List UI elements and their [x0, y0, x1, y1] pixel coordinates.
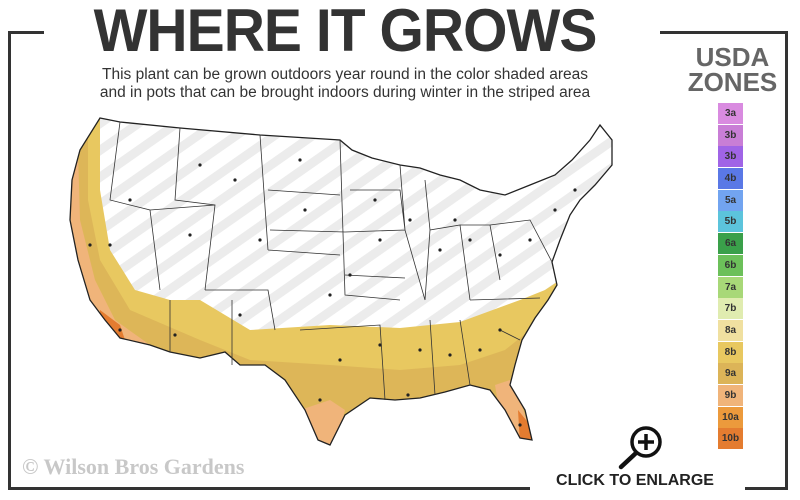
legend-zone-9b: 9b	[718, 384, 743, 406]
click-to-enlarge-button[interactable]: CLICK TO ENLARGE	[530, 420, 740, 495]
page-title: WHERE IT GROWS	[93, 0, 598, 64]
legend-zone-9a: 9a	[718, 363, 743, 385]
state-borders	[109, 121, 553, 401]
legend-zone-6a: 6a	[718, 233, 743, 255]
legend-zone-6b: 6b	[718, 254, 743, 276]
usda-zone-legend: 3a 3b 3b 4b 5a 5b 6a 6b 7a 7b 8a 8b 9a 9b 10a 10b	[718, 103, 743, 450]
click-to-enlarge-label: CLICK TO ENLARGE	[530, 472, 740, 490]
legend-zone-10b: 10b	[718, 428, 743, 450]
legend-title-usda: USDA	[695, 42, 770, 72]
frame-left	[8, 31, 11, 490]
legend-zone-8b: 8b	[718, 341, 743, 363]
copyright-watermark: © Wilson Bros Gardens	[22, 454, 245, 479]
legend-zone-3a: 3a	[718, 103, 743, 124]
legend-zone-4b: 4b	[718, 168, 743, 190]
legend-zone-5b: 5b	[718, 211, 743, 233]
legend-zone-8a: 8a	[718, 319, 743, 341]
subtitle-line-2: and in pots that can be brought indoors …	[99, 84, 591, 101]
frame-bottom-right	[745, 487, 788, 490]
legend-zone-5a: 5a	[718, 189, 743, 211]
frame-top-right	[660, 31, 788, 34]
legend-zone-7a: 7a	[718, 276, 743, 298]
frame-bottom-left	[8, 487, 530, 490]
legend-zone-3b: 3b	[718, 146, 743, 168]
legend-zone-7b: 7b	[718, 298, 743, 320]
legend-title-zones: ZONES	[687, 67, 778, 97]
city-dots	[88, 158, 577, 427]
legend-zone-10a: 10a	[718, 406, 743, 428]
frame-top-left	[8, 31, 44, 34]
legend-title: USDA ZONES	[680, 42, 785, 97]
subtitle-line-1: This plant can be grown outdoors year ro…	[102, 66, 588, 83]
magnifier-plus-icon	[618, 426, 662, 470]
legend-zone-3b: 3b	[718, 124, 743, 146]
map-regions	[70, 118, 612, 445]
subtitle: This plant can be grown outdoors year ro…	[50, 66, 640, 102]
frame-right	[785, 31, 788, 490]
